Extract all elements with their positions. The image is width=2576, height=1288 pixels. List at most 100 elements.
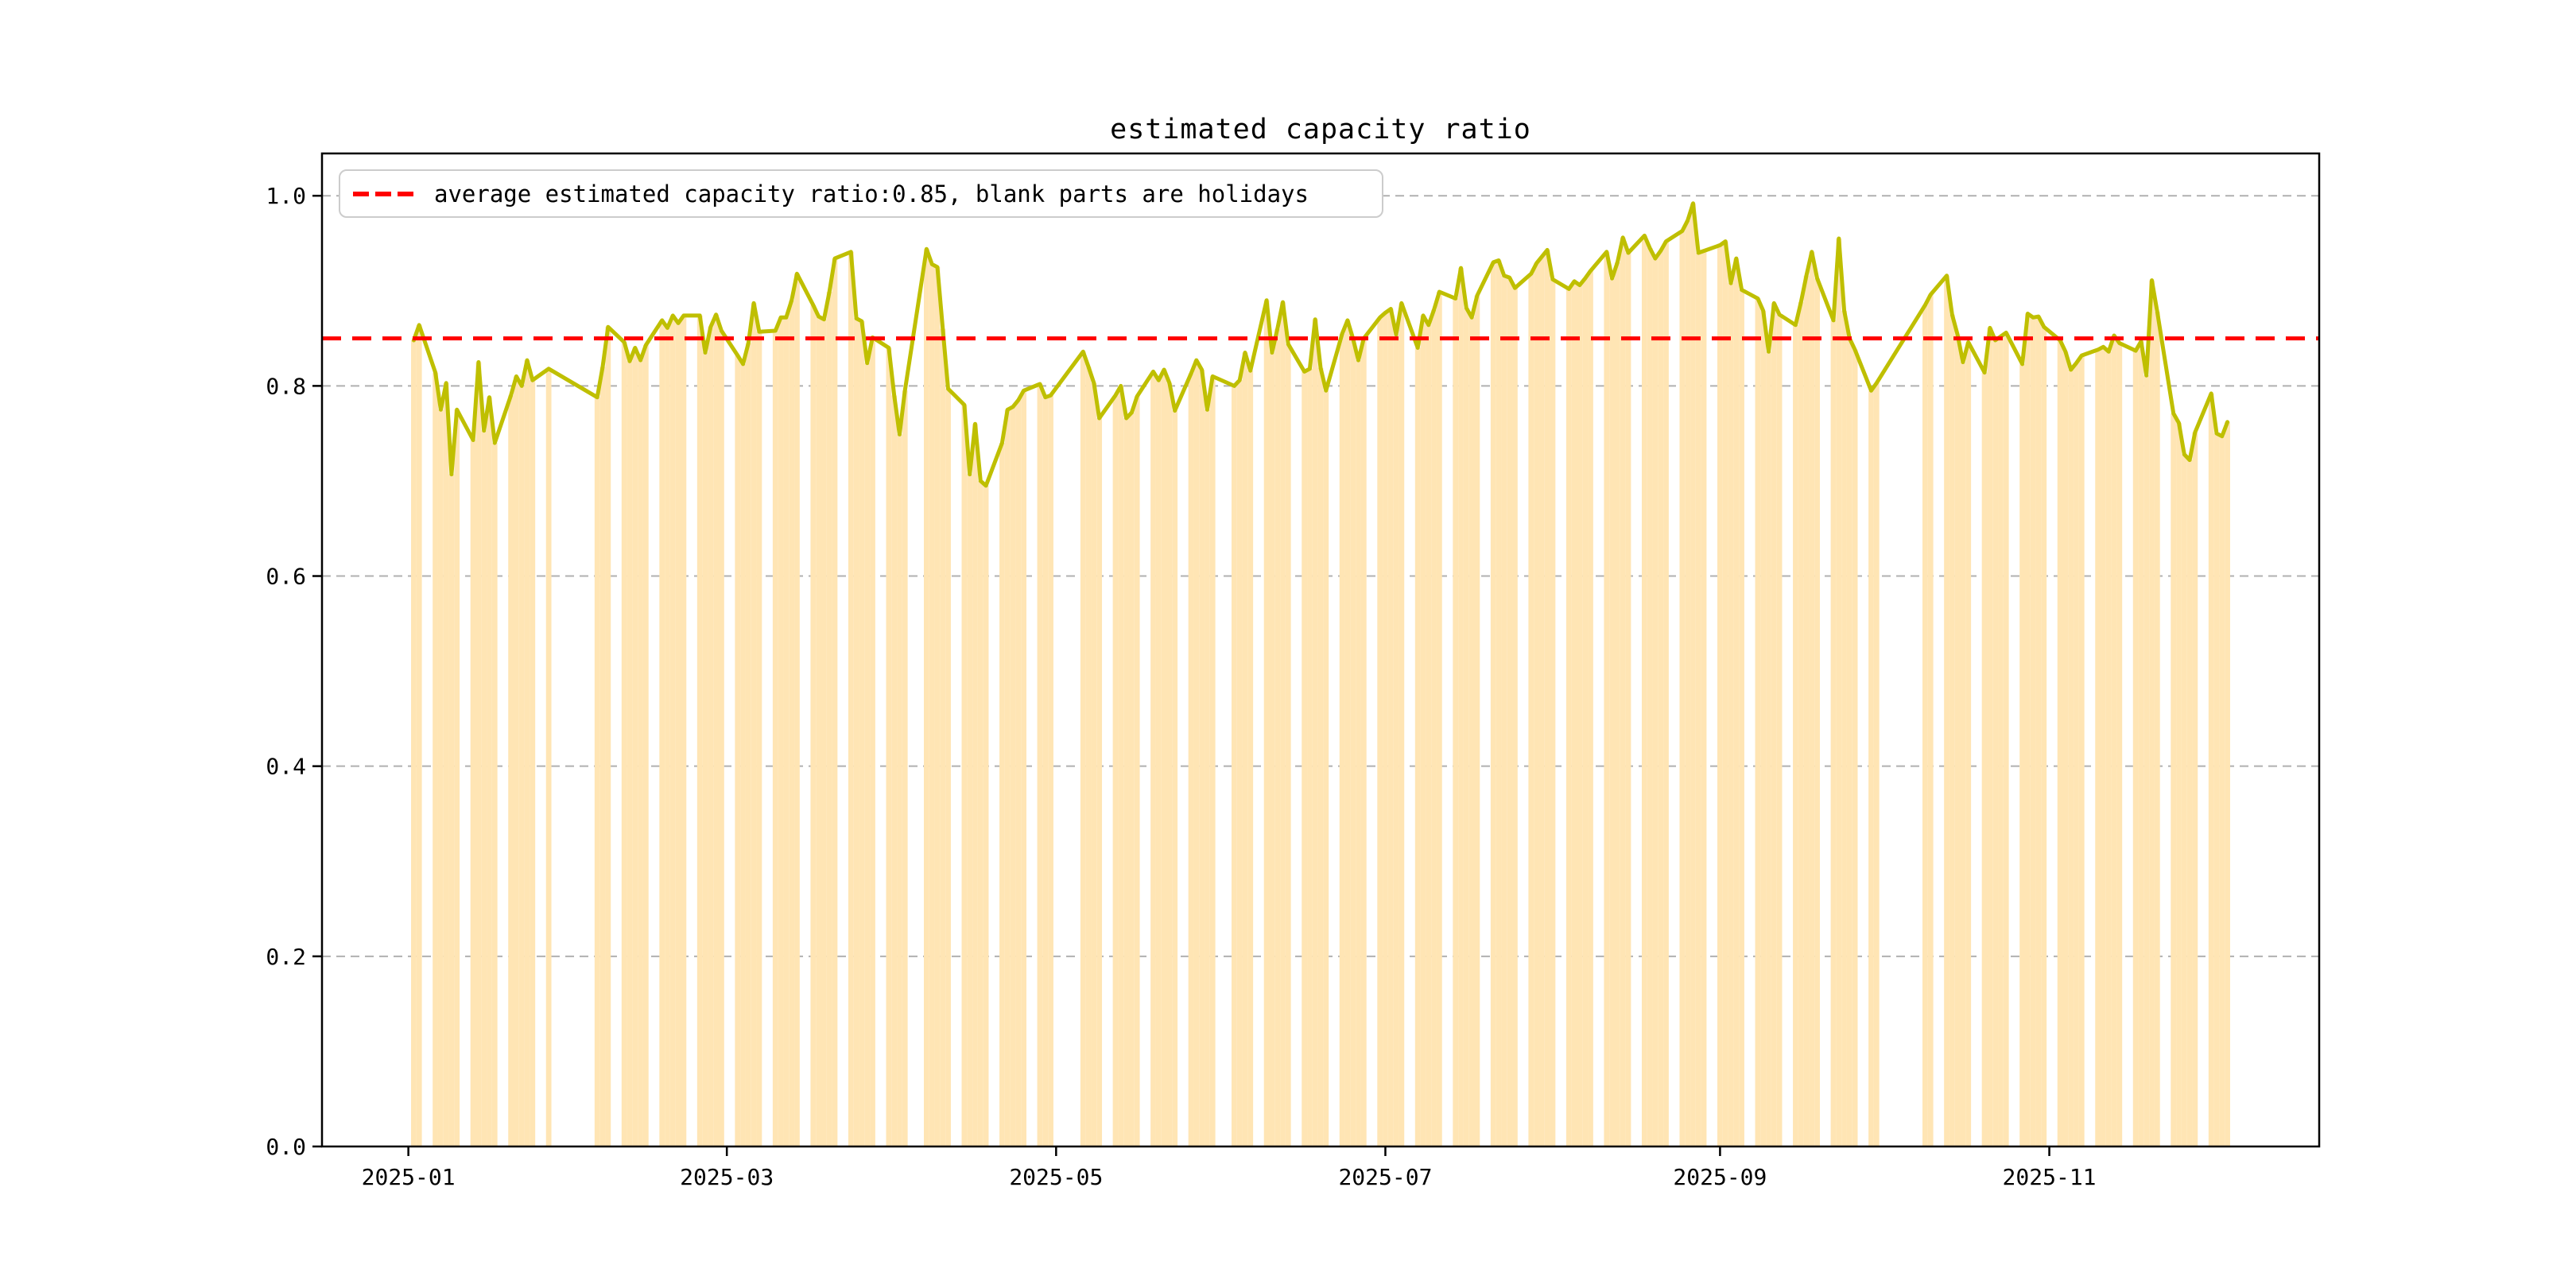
workday-bar[interactable] [1085, 367, 1092, 1146]
workday-bar[interactable] [886, 347, 892, 1146]
workday-bar[interactable] [967, 474, 973, 1146]
workday-bar[interactable] [1604, 251, 1610, 1146]
workday-bar[interactable] [1096, 418, 1103, 1146]
workday-bar[interactable] [1004, 409, 1011, 1146]
workday-bar[interactable] [594, 397, 600, 1146]
workday-bar[interactable] [545, 368, 552, 1147]
workday-bar[interactable] [1209, 376, 1216, 1146]
workday-bar[interactable] [826, 291, 832, 1146]
workday-bar[interactable] [1091, 382, 1097, 1146]
workday-bar[interactable] [2154, 312, 2160, 1146]
workday-bar[interactable] [870, 337, 875, 1146]
workday-bar[interactable] [1685, 220, 1691, 1147]
workday-bar[interactable] [902, 390, 908, 1146]
workday-bar[interactable] [1302, 371, 1308, 1146]
workday-bar[interactable] [1998, 336, 2004, 1146]
workday-bar[interactable] [1695, 252, 1701, 1147]
workday-bar[interactable] [1550, 279, 1556, 1146]
workday-bar[interactable] [977, 480, 983, 1146]
workday-bar[interactable] [1383, 312, 1388, 1146]
workday-bar[interactable] [783, 317, 789, 1147]
workday-bar[interactable] [1426, 324, 1432, 1147]
workday-bar[interactable] [1588, 270, 1593, 1147]
workday-bar[interactable] [1356, 360, 1361, 1147]
workday-bar[interactable] [1350, 338, 1356, 1146]
workday-bar[interactable] [2116, 343, 2123, 1147]
workday-bar[interactable] [1317, 367, 1324, 1146]
workday-bar[interactable] [632, 347, 638, 1146]
workday-bar[interactable] [2143, 375, 2150, 1146]
workday-bar[interactable] [1161, 370, 1167, 1147]
workday-bar[interactable] [1128, 412, 1135, 1146]
workday-bar[interactable] [832, 258, 838, 1146]
workday-bar[interactable] [599, 367, 606, 1146]
workday-bar[interactable] [1944, 275, 1949, 1146]
workday-bar[interactable] [972, 424, 978, 1146]
workday-bar[interactable] [1436, 291, 1442, 1146]
workday-bar[interactable] [481, 430, 487, 1146]
workday-bar[interactable] [810, 305, 817, 1147]
workday-bar[interactable] [1010, 406, 1016, 1146]
workday-bar[interactable] [2176, 423, 2182, 1146]
workday-bar[interactable] [708, 327, 714, 1146]
workday-bar[interactable] [756, 332, 762, 1146]
workday-bar[interactable] [487, 397, 492, 1146]
workday-bar[interactable] [2105, 351, 2112, 1147]
workday-bar[interactable] [1717, 245, 1723, 1146]
workday-bar[interactable] [1615, 262, 1620, 1146]
workday-bar[interactable] [940, 328, 946, 1146]
workday-bar[interactable] [1652, 258, 1658, 1146]
workday-bar[interactable] [1507, 277, 1513, 1146]
workday-bar[interactable] [1512, 288, 1518, 1147]
workday-bar[interactable] [891, 395, 898, 1147]
workday-bar[interactable] [740, 363, 746, 1146]
workday-bar[interactable] [627, 361, 633, 1147]
workday-bar[interactable] [1269, 352, 1275, 1147]
workday-bar[interactable] [1463, 308, 1469, 1147]
workday-bar[interactable] [1690, 203, 1696, 1147]
workday-bar[interactable] [1814, 278, 1820, 1146]
workday-bar[interactable] [821, 319, 827, 1146]
workday-bar[interactable] [789, 300, 795, 1147]
workday-bar[interactable] [1960, 362, 1966, 1146]
workday-bar[interactable] [621, 342, 627, 1147]
workday-bar[interactable] [1205, 409, 1210, 1146]
workday-bar[interactable] [1571, 281, 1577, 1147]
workday-bar[interactable] [1274, 328, 1281, 1146]
workday-bar[interactable] [514, 376, 519, 1146]
workday-bar[interactable] [1965, 342, 1972, 1147]
workday-bar[interactable] [848, 251, 854, 1146]
workday-bar[interactable] [659, 320, 665, 1146]
workday-bar[interactable] [2074, 363, 2079, 1146]
workday-bar[interactable] [1922, 305, 1928, 1147]
workday-bar[interactable] [1927, 294, 1934, 1146]
workday-bar[interactable] [508, 395, 514, 1147]
workday-bar[interactable] [1323, 390, 1329, 1146]
workday-bar[interactable] [1625, 252, 1631, 1147]
workday-bar[interactable] [1620, 237, 1626, 1147]
workday-bar[interactable] [1755, 298, 1761, 1147]
workday-bar[interactable] [945, 388, 951, 1146]
workday-bar[interactable] [1193, 360, 1200, 1147]
workday-bar[interactable] [2181, 454, 2187, 1146]
workday-bar[interactable] [1663, 241, 1669, 1146]
workday-bar[interactable] [1458, 268, 1464, 1146]
workday-bar[interactable] [1037, 383, 1043, 1146]
workday-bar[interactable] [1307, 368, 1313, 1147]
workday-bar[interactable] [1836, 239, 1842, 1147]
workday-bar[interactable] [2208, 393, 2214, 1146]
workday-bar[interactable] [864, 363, 871, 1146]
workday-bar[interactable] [1344, 320, 1351, 1146]
workday-bar[interactable] [1247, 370, 1254, 1146]
workday-bar[interactable] [1538, 256, 1545, 1147]
workday-bar[interactable] [669, 315, 676, 1146]
workday-bar[interactable] [1565, 289, 1572, 1147]
workday-bar[interactable] [2062, 351, 2069, 1147]
workday-bar[interactable] [2186, 460, 2193, 1146]
workday-bar[interactable] [1771, 303, 1777, 1146]
workday-bar[interactable] [1841, 310, 1847, 1146]
workday-bar[interactable] [1701, 250, 1707, 1146]
workday-bar[interactable] [416, 324, 422, 1147]
workday-bar[interactable] [1393, 334, 1399, 1147]
workday-bar[interactable] [1868, 390, 1874, 1146]
